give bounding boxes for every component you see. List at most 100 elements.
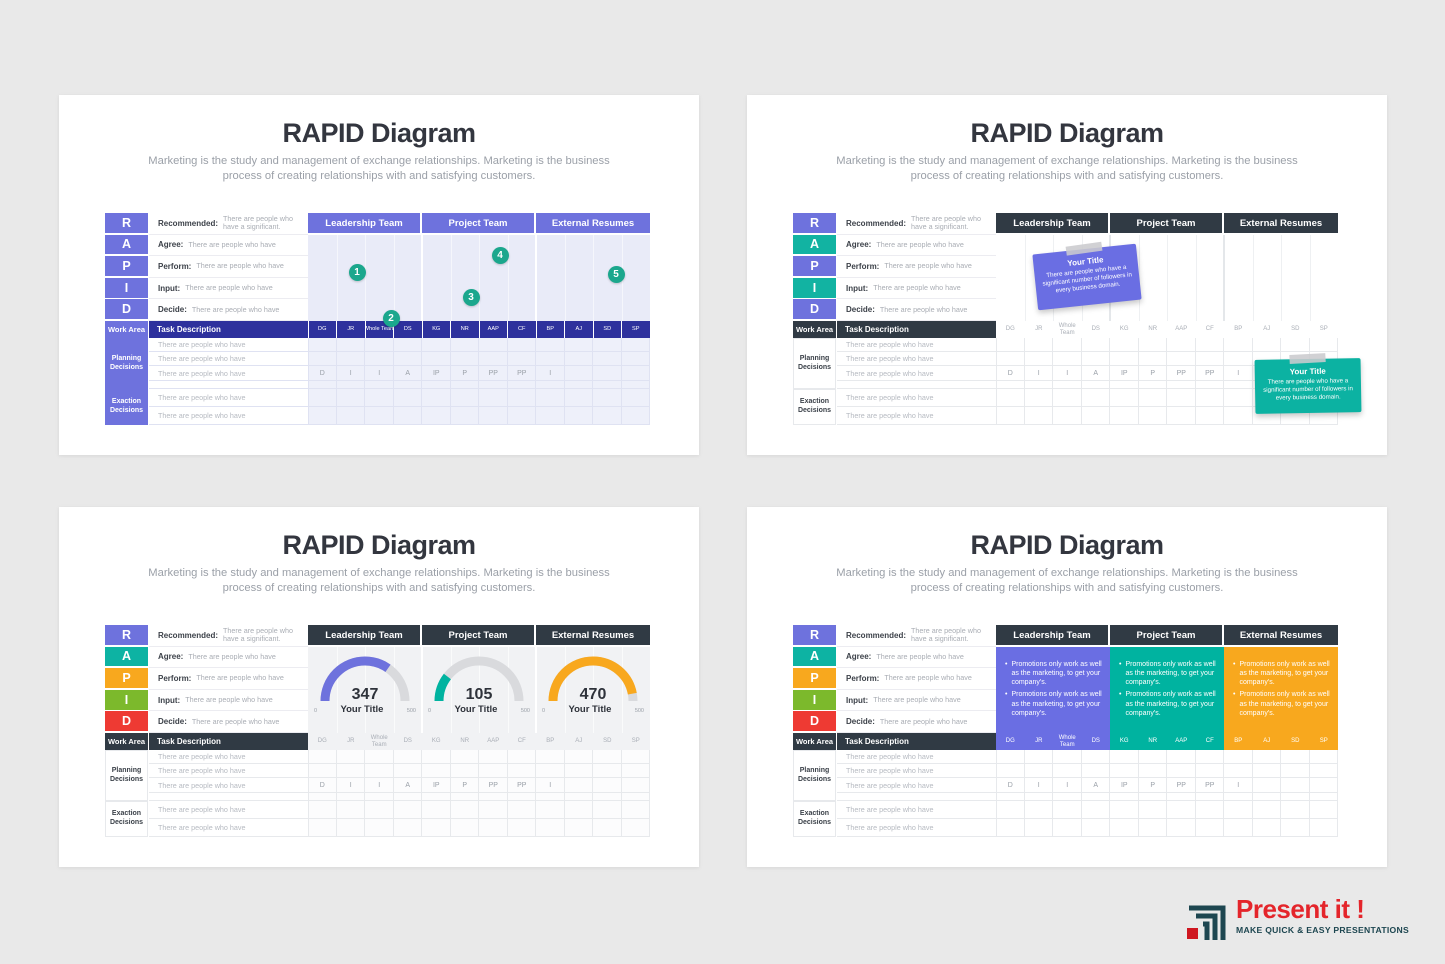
grid-column-line [421,750,422,837]
rapid-definition-row: Perform: There are people who have [149,256,308,278]
gauge-min: 0 [314,707,318,714]
task-row-description: There are people who have [837,352,996,366]
column-divider [336,234,338,321]
decision-grid-bg [308,338,650,425]
step-marker: 4 [491,246,509,264]
grid-column-line [1194,750,1196,837]
grid-row-line [308,407,650,425]
assignment-letter: D [319,782,325,789]
rapid-definition-row: Decide: There are people who have [837,299,996,321]
rapid-letter: P [793,668,836,688]
brand-name: Present it ! [1236,894,1365,924]
column-header: DS [403,738,412,745]
work-area-cell: Work Area [793,321,836,338]
team-header: External Resumes [1224,625,1338,646]
gauge-labels: 0 Your Title 500 [428,704,530,715]
column-header-row: DG JR Whole Team DS KG NR AAP CF BP AJ SD SP [996,733,1338,750]
column-header: DS [1091,738,1100,745]
assignment-letter: PP [1205,782,1215,789]
rapid-letter: P [105,668,148,688]
task-description-cell: Task Description [837,321,996,338]
column-header-row: DG JR Whole Team DS KG NR AAP CF BP AJ SD SP [308,321,650,338]
rapid-term-desc: There are people who have [879,716,968,726]
grid-column-line [506,338,508,425]
rapid-term-label: Decide: [846,717,875,727]
task-row-description: There are people who have [837,778,996,793]
column-header: SP [1319,738,1328,745]
column-divider [1223,234,1225,321]
rapid-term-desc: There are people who have a significant. [911,626,981,644]
rapid-definition-row: Input: There are people who have [837,277,996,300]
rapid-term-label: Decide: [158,305,187,315]
grid-column-line [1052,338,1053,425]
column-divider [421,646,423,733]
grid-column-line [1223,338,1224,425]
grid-column-line [1137,338,1139,425]
assignment-letter: PP [1176,782,1186,789]
rapid-letter: D [793,299,836,320]
assignment-letter: P [1150,782,1156,789]
grid-column-line [392,338,394,425]
rapid-definition-row: Recommended: There are people who have a … [837,213,996,235]
column-header: Whole Team [1058,735,1076,748]
gauge-max: 500 [634,707,644,714]
side-label-planning: Planning Decisions [793,750,836,801]
team-header: Project Team [422,625,534,646]
column-header: CF [1205,738,1214,745]
grid-column-line [506,750,508,837]
grid-column-line [1337,750,1338,837]
rapid-term-label: Decide: [846,305,875,315]
assignment-letter: PP [1205,370,1215,377]
rapid-definition-row: Decide: There are people who have [149,299,308,321]
grid-column-line [1052,750,1053,837]
rapid-letter: I [793,689,836,710]
rapid-letter: R [105,625,148,645]
rapid-term-label: Decide: [158,717,187,727]
column-divider [365,234,366,321]
rapid-letter: R [793,625,836,645]
column-header: AJ [1263,326,1271,333]
rapid-letter: R [793,213,836,233]
rapid-term-desc: There are people who have [876,651,964,661]
assignment-letter: D [1007,370,1013,377]
rapid-term-desc: There are people who have [196,673,284,683]
column-divider [535,234,537,321]
rapid-term-label: Recommended: [158,630,219,640]
rapid-term-label: Input: [846,695,869,705]
rapid-letter: A [105,646,148,667]
assignment-letter: PP [488,782,498,789]
brand-text: Present it ! MAKE QUICK & EASY PRESENTAT… [1236,896,1409,935]
column-header-row: DG JR Whole Team DS KG NR AAP CF BP AJ SD SP [308,733,650,750]
column-header: BP [1234,738,1243,745]
assignment-letter: D [319,370,325,377]
step-marker: 5 [607,265,625,283]
column-divider [1195,234,1197,321]
grid-column-line [1109,338,1110,425]
rapid-definition-row: Agree: There are people who have [149,646,308,669]
panel-bullet: Promotions only work as well as the mark… [1233,660,1330,688]
assignment-letter: I [1237,370,1240,377]
column-header-row: DG JR Whole Team DS KG NR AAP CF BP AJ SD SP [996,321,1338,338]
gauge-arc: 105 [434,656,524,703]
grid-row-line [996,778,1338,793]
panel-bullet: Promotions only work as well as the mark… [1005,660,1102,688]
matrix-body: 347 0 Your Title 500 105 0 Your Title 500 470 0 Yo… [308,646,650,733]
slide-title: RAPID Diagram [970,530,1164,560]
assignment-letter: I [1037,370,1040,377]
rapid-term-desc: There are people who have [884,261,972,271]
assignment-letter: I [378,782,381,789]
present-it-icon [1187,905,1226,940]
column-header: KG [1119,326,1129,333]
rapid-definition-row: Decide: There are people who have [837,711,996,733]
team-header: External Resumes [536,625,650,646]
rapid-definition-row: Agree: There are people who have [149,234,308,257]
panel-bullet-text: Promotions only work as well as the mark… [1239,660,1330,687]
column-header: BP [536,321,564,338]
assignment-letter: A [405,782,411,789]
grid-column-line [649,750,650,837]
grid-column-line [364,750,365,837]
column-header: AJ [575,738,583,745]
rapid-term-desc: There are people who have [188,651,276,661]
column-divider [593,646,594,733]
rapid-definition-row: Agree: There are people who have [837,234,996,257]
